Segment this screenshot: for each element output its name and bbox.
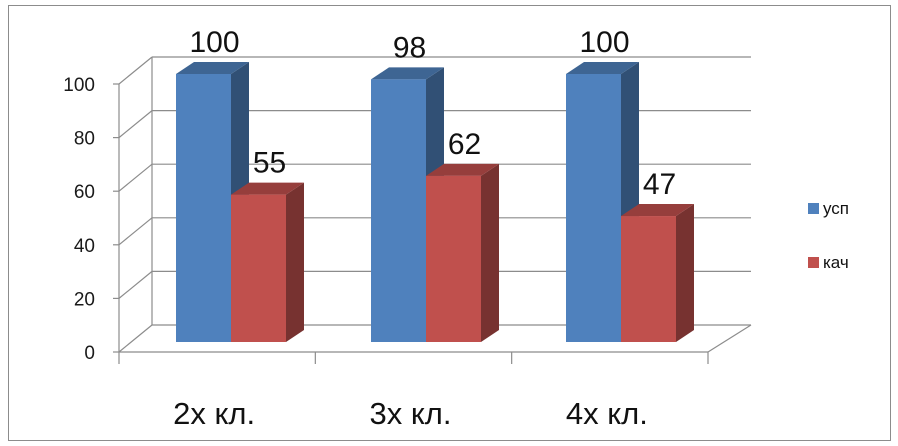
gridline-diagonal: [118, 163, 153, 192]
bars: [176, 62, 694, 343]
gridline-diagonal: [118, 56, 153, 85]
data-label: 47: [643, 168, 676, 201]
y-tick-label: 20: [74, 289, 95, 310]
bar-side-кач: [676, 204, 694, 342]
data-label: 98: [393, 31, 426, 64]
bar-top-усп: [371, 67, 444, 80]
y-axis-ticks: 0 20 40 60 80 100: [63, 75, 95, 364]
y-tick-label: 40: [74, 236, 95, 257]
bar-top-кач: [231, 182, 304, 195]
data-label: 100: [189, 26, 239, 59]
legend-swatch: [808, 203, 819, 214]
legend-label: кач: [823, 253, 849, 272]
y-tick-label: 100: [63, 75, 95, 96]
bar-усп: [176, 74, 231, 342]
gridline-diagonal: [118, 217, 153, 246]
bar-top-усп: [566, 62, 639, 74]
bar-усп: [566, 74, 621, 342]
bar-side-кач: [481, 163, 499, 342]
x-category-label: 3х кл.: [370, 396, 452, 431]
bar-кач: [621, 216, 676, 342]
x-category-label: 4х кл.: [566, 396, 648, 431]
y-tick-label: 80: [74, 129, 95, 150]
bar-top-кач: [621, 204, 694, 217]
bar-усп: [371, 79, 426, 343]
bar-side-кач: [286, 182, 304, 342]
gridline-diagonal: [118, 270, 153, 299]
legend-label: усп: [823, 199, 849, 218]
bar-top-усп: [176, 62, 249, 74]
data-label: 55: [253, 147, 286, 180]
x-axis-categories: 2х кл. 3х кл. 4х кл.: [173, 396, 648, 431]
bar-кач: [231, 194, 286, 342]
data-label: 62: [448, 128, 481, 161]
x-category-label: 2х кл.: [173, 396, 255, 431]
gridline-diagonal: [118, 110, 153, 139]
legend: усп кач: [808, 199, 849, 272]
floor-edge: [707, 324, 752, 353]
bar-top-кач: [426, 163, 499, 176]
gridline-diagonal: [118, 324, 153, 353]
bar-кач: [426, 175, 481, 342]
legend-swatch: [808, 257, 819, 268]
data-label: 100: [579, 26, 629, 59]
data-labels: 100 55 98 62 100 47: [189, 26, 676, 201]
y-tick-label: 0: [84, 343, 95, 364]
y-tick-label: 60: [74, 182, 95, 203]
